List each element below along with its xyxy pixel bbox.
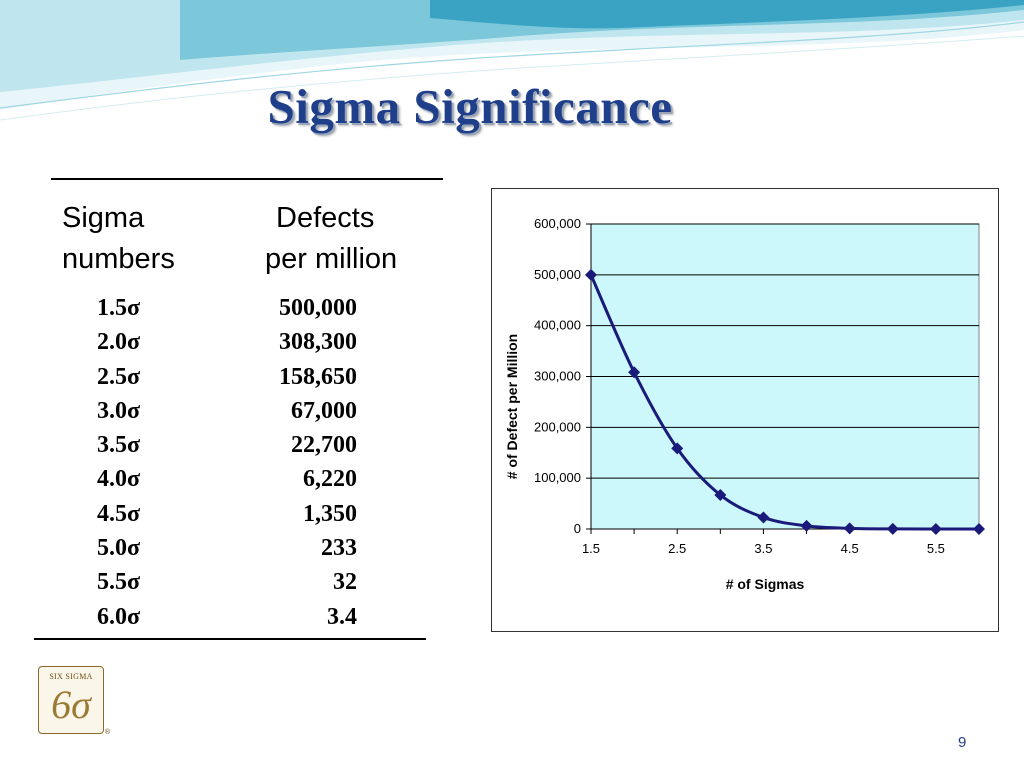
sigma-value: 4.5σ [97,500,141,527]
data-point [671,442,684,455]
defects-value: 308,300 [279,329,357,356]
defects-line-chart: 0 100,000 200,000 300,000 400,000 500,000 600,… [504,216,985,592]
y-tick-label: 0 [574,521,581,536]
sigma-value: 2.0σ [97,329,141,356]
table-row: 1.5σ 500,000 [0,295,460,329]
sigma-value: 1.5σ [97,295,141,321]
header-defects-line1: Defects [276,202,375,234]
defects-value: 6,220 [303,466,357,493]
table-row: 6.0σ 3.4 [0,604,460,638]
defects-value: 233 [321,535,357,562]
header-wave-decoration [0,0,1024,121]
sigma-value: 6.0σ [97,603,141,630]
x-axis-label: # of Sigmas [726,576,805,592]
sigma-value: 5.5σ [97,569,141,596]
header-defects-per-million: Defects per million [265,198,397,280]
defects-value: 500,000 [279,295,357,321]
sigma-value: 5.0σ [97,535,141,562]
data-point [628,366,641,379]
defects-value: 22,700 [291,432,357,459]
logo-text: SIX SIGMA [49,672,93,681]
x-tick-label: 5.5 [927,541,945,556]
x-tick-label: 3.5 [754,541,772,556]
table-row: 4.5σ 1,350 [0,501,460,535]
y-tick-label: 400,000 [534,318,581,333]
sigma-value: 3.5σ [97,432,141,459]
data-point [800,519,813,532]
table-row: 2.5σ 158,650 [0,364,460,398]
y-tick-label: 600,000 [534,216,581,231]
y-tick-label: 200,000 [534,419,581,434]
defects-value: 67,000 [291,397,357,424]
y-tick-label: 500,000 [534,267,581,282]
data-point [714,488,727,501]
x-tick-label: 2.5 [668,541,686,556]
y-axis-label: # of Defect per Million [504,334,520,479]
registered-mark: ® [104,729,110,736]
defects-value: 32 [333,569,357,596]
table-row: 4.0σ 6,220 [0,466,460,500]
data-point [973,522,985,535]
y-tick-label: 100,000 [534,470,581,485]
header-sigma-numbers: Sigma numbers [62,198,175,280]
x-tick-label: 1.5 [582,541,600,556]
table-row: 3.5σ 22,700 [0,432,460,466]
sigma-value: 3.0σ [97,397,141,424]
data-point [843,522,856,535]
sigma-value: 2.5σ [97,363,141,390]
defects-value: 158,650 [279,363,357,390]
table-row: 5.0σ 233 [0,535,460,569]
table-row: 3.0σ 67,000 [0,398,460,432]
page-number: 9 [958,734,967,751]
table-row: 2.0σ 308,300 [0,329,460,363]
defects-value: 3.4 [327,603,357,630]
data-point [585,268,597,281]
table-row: 5.5σ 32 [0,569,460,603]
data-point [929,522,942,535]
y-tick-label: 300,000 [534,369,581,384]
sigma-table-rows: 1.5σ 500,000 2.0σ 308,300 2.5σ 158,650 3.0σ… [0,295,460,638]
header-sigma-line2: numbers [62,243,175,275]
defects-value: 1,350 [303,500,357,527]
logo-glyph: 6σ [51,682,91,727]
page-title: Sigma Significance [267,79,673,134]
table-top-rule [51,178,443,180]
x-tick-label: 4.5 [841,541,859,556]
data-point [886,522,899,535]
table-bottom-rule [34,638,426,640]
header-sigma-line1: Sigma [62,202,145,234]
header-defects-line2: per million [265,243,398,275]
six-sigma-logo: SIX SIGMA 6σ ® [38,666,110,736]
series-line [589,274,980,531]
sigma-value: 4.0σ [97,466,141,493]
